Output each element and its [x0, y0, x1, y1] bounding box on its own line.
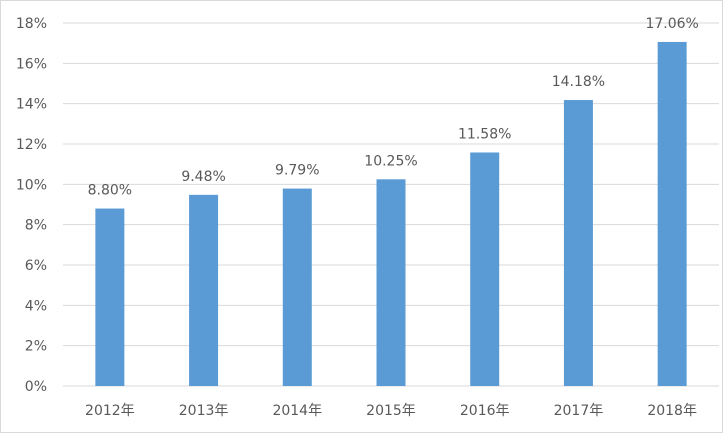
y-axis-ticks: 0% 2% 4% 6% 8% 10% 12% 14% 16% 18% [16, 16, 47, 395]
y-tick-label: 8% [25, 218, 47, 234]
y-tick-label: 10% [16, 177, 47, 193]
data-label: 10.25% [364, 153, 417, 169]
y-tick-label: 2% [25, 339, 47, 355]
x-category-label: 2018年 [647, 403, 697, 419]
bar [657, 41, 687, 386]
x-category-label: 2015年 [366, 403, 416, 419]
bar [282, 188, 312, 386]
x-category-label: 2013年 [179, 403, 229, 419]
bar [376, 179, 406, 386]
data-labels: 8.80% 9.48% 9.79% 10.25% 11.58% 14.18% 17.06% [88, 16, 699, 199]
y-tick-label: 14% [16, 97, 47, 113]
data-label: 17.06% [645, 16, 698, 32]
x-category-label: 2017年 [554, 403, 604, 419]
bars [95, 41, 687, 386]
y-tick-label: 0% [25, 379, 47, 395]
bar [563, 100, 593, 386]
y-tick-label: 4% [25, 298, 47, 314]
x-category-label: 2016年 [460, 403, 510, 419]
bar [189, 194, 219, 386]
y-tick-label: 18% [16, 16, 47, 32]
x-category-label: 2014年 [272, 403, 322, 419]
data-label: 14.18% [552, 74, 605, 90]
data-label: 8.80% [88, 183, 132, 199]
y-tick-label: 16% [16, 56, 47, 72]
bar [95, 208, 125, 386]
data-label: 9.48% [181, 169, 225, 185]
x-category-label: 2012年 [85, 403, 135, 419]
y-tick-label: 6% [25, 258, 47, 274]
y-tick-label: 12% [16, 137, 47, 153]
x-axis-categories: 2012年 2013年 2014年 2015年 2016年 2017年 2018年 [85, 403, 697, 419]
bar [470, 152, 500, 386]
data-label: 11.58% [458, 126, 511, 142]
data-label: 9.79% [275, 163, 319, 179]
